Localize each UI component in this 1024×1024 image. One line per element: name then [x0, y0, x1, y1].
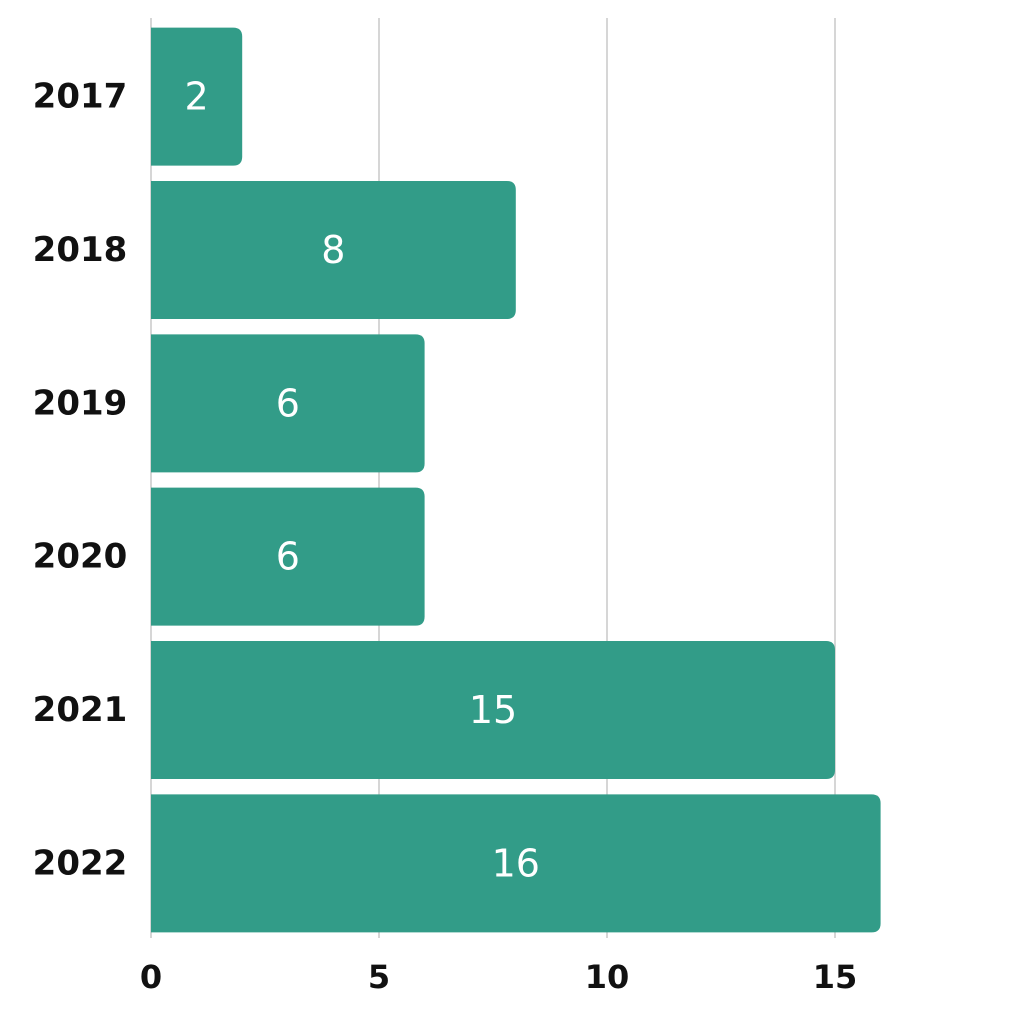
bar-2017	[151, 27, 243, 166]
category-label-2018: 2018	[33, 230, 128, 270]
x-tick-labels: 0 5 10 15	[140, 958, 857, 996]
bar-2019	[151, 334, 425, 473]
data-label-2021: 15	[469, 688, 517, 732]
data-label-2019: 6	[276, 381, 300, 425]
category-labels: 2017 2018 2019 2020 2021 2022	[33, 77, 128, 884]
category-label-2019: 2019	[33, 383, 128, 423]
data-label-2017: 2	[185, 75, 209, 119]
x-tick-label: 15	[813, 958, 858, 996]
data-label-2018: 8	[321, 228, 345, 272]
gridlines	[150, 18, 836, 938]
data-label-2020: 6	[276, 535, 300, 579]
bar-2022	[151, 794, 881, 933]
category-label-2017: 2017	[33, 77, 128, 117]
data-label-2022: 16	[492, 841, 540, 885]
bar-2021	[151, 641, 835, 779]
category-label-2022: 2022	[33, 843, 128, 883]
bar-2018	[151, 181, 516, 319]
x-tick-label: 10	[585, 958, 630, 996]
data-labels: 2 8 6 6 15 16	[185, 75, 540, 886]
x-tick-label: 5	[368, 958, 390, 996]
bars	[151, 27, 881, 933]
bar-2020	[151, 487, 425, 626]
category-label-2021: 2021	[33, 690, 128, 730]
x-tick-label: 0	[140, 958, 162, 996]
category-label-2020: 2020	[33, 537, 128, 577]
